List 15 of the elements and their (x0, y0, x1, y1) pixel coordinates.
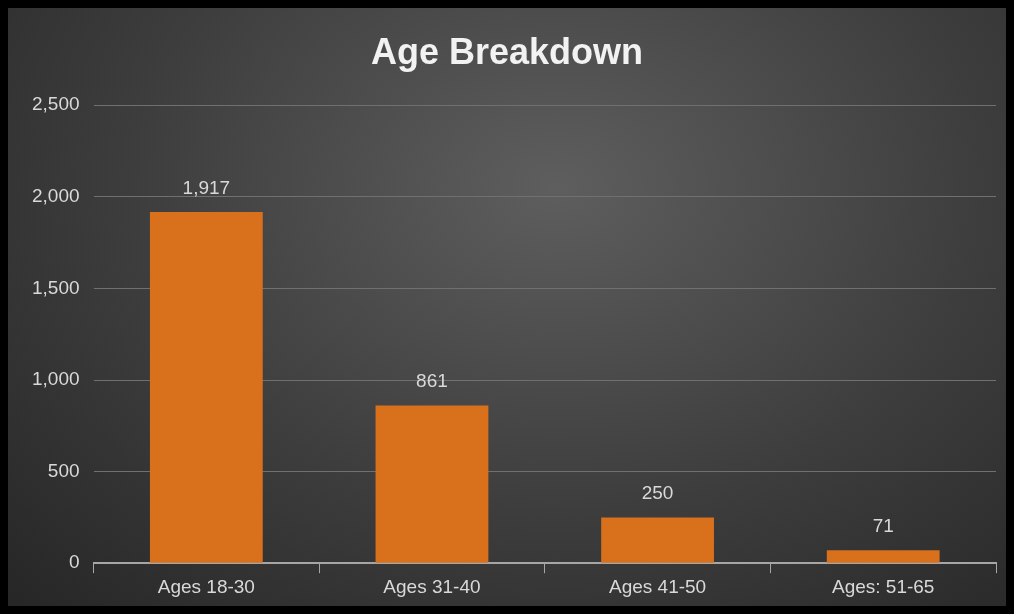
y-tick-label: 1,000 (32, 368, 80, 390)
y-tick-label: 2,500 (32, 93, 80, 115)
x-tick-label: Ages 41-50 (608, 575, 707, 597)
y-tick-label: 2,000 (32, 185, 80, 207)
chart-title: Age Breakdown (370, 30, 644, 72)
data-label: 71 (872, 514, 894, 536)
y-tick-label: 500 (47, 459, 80, 481)
y-tick-label: 0 (68, 551, 80, 573)
data-label: 1,917 (182, 176, 231, 198)
data-label: 861 (416, 370, 448, 392)
data-label: 250 (641, 482, 674, 504)
x-tick-label: Ages 18-30 (157, 575, 255, 597)
x-tick-label: Ages 31-40 (383, 575, 481, 597)
x-tick-label: Ages: 51-65 (831, 575, 935, 597)
y-tick-label: 1,500 (32, 276, 80, 298)
